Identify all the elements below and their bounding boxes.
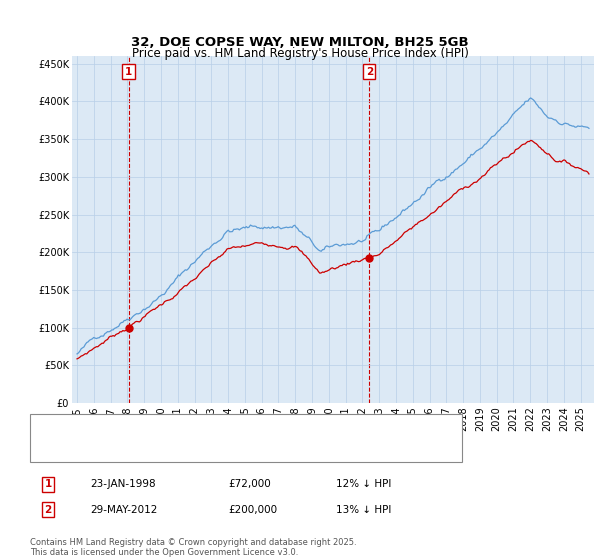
- Text: Contains HM Land Registry data © Crown copyright and database right 2025.
This d: Contains HM Land Registry data © Crown c…: [30, 538, 356, 557]
- Text: 2: 2: [44, 505, 52, 515]
- Text: 32, DOE COPSE WAY, NEW MILTON, BH25 5GB: 32, DOE COPSE WAY, NEW MILTON, BH25 5GB: [131, 35, 469, 49]
- Text: 1: 1: [125, 67, 132, 77]
- Text: HPI: Average price, semi-detached house, New Forest: HPI: Average price, semi-detached house,…: [63, 444, 325, 454]
- Text: 32, DOE COPSE WAY, NEW MILTON, BH25 5GB (semi-detached house): 32, DOE COPSE WAY, NEW MILTON, BH25 5GB …: [63, 423, 404, 433]
- Text: £200,000: £200,000: [228, 505, 277, 515]
- Text: 13% ↓ HPI: 13% ↓ HPI: [336, 505, 391, 515]
- Text: 29-MAY-2012: 29-MAY-2012: [90, 505, 157, 515]
- Text: 12% ↓ HPI: 12% ↓ HPI: [336, 479, 391, 489]
- Text: £72,000: £72,000: [228, 479, 271, 489]
- Text: 2: 2: [365, 67, 373, 77]
- Text: 1: 1: [44, 479, 52, 489]
- Text: Price paid vs. HM Land Registry's House Price Index (HPI): Price paid vs. HM Land Registry's House …: [131, 46, 469, 60]
- Text: 23-JAN-1998: 23-JAN-1998: [90, 479, 155, 489]
